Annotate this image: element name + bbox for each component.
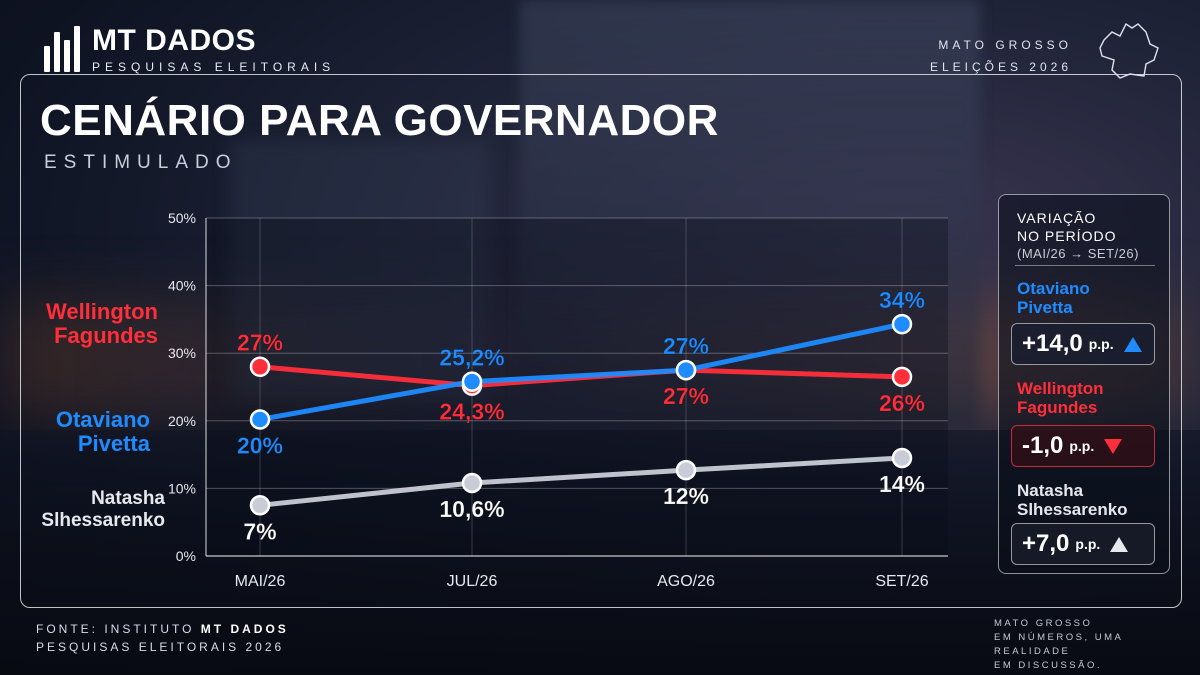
data-label: 7%: [243, 518, 276, 544]
down-arrow-icon: [1104, 438, 1123, 454]
panel-item-natasha-line1: Natasha: [1017, 481, 1084, 500]
panel-item-natasha-unit: p.p.: [1075, 536, 1101, 552]
footer-tagline-line1: MATO GROSSO: [994, 618, 1093, 629]
data-point: [249, 495, 271, 516]
brand-subtitle: PESQUISAS ELEITORAIS: [92, 60, 336, 74]
data-label: 24,3%: [439, 399, 504, 425]
mato-grosso-map-icon: [1099, 22, 1159, 79]
panel-title-line2: NO PERÍODO: [1017, 228, 1117, 244]
legend-natasha: Natasha Slhessarenko: [20, 488, 165, 532]
panel-period: (MAI/26 → SET/26): [1017, 246, 1139, 261]
panel-title-line1: VARIAÇÃO: [1017, 210, 1097, 226]
footer-source-line2: PESQUISAS ELEITORAIS 2026: [36, 640, 285, 654]
panel-item-wellington-value: -1,0: [1022, 432, 1064, 459]
data-point: [461, 371, 483, 392]
content-frame: [20, 74, 1182, 608]
footer-source: FONTE: INSTITUTO MT DADOS PESQUISAS ELEI…: [36, 620, 289, 656]
page-title: CENÁRIO PARA GOVERNADOR: [40, 96, 719, 145]
region-label: MATO GROSSO ELEIÇÕES 2026: [930, 34, 1072, 78]
brand-title: MT DADOS: [92, 24, 256, 57]
y-tick-label: 30%: [168, 345, 196, 361]
up-arrow-icon: [1110, 536, 1129, 552]
legend-wellington: Wellington Fagundes: [30, 300, 158, 348]
data-label: 10,6%: [439, 496, 504, 522]
data-label: 25,2%: [439, 345, 504, 371]
panel-item-wellington-box: -1,0 p.p.: [1011, 425, 1155, 467]
y-tick-label: 50%: [168, 210, 196, 226]
data-label: 34%: [879, 287, 925, 313]
legend-natasha-line1: Natasha: [91, 488, 165, 509]
panel-item-natasha-name: Natasha Slhessarenko: [1017, 481, 1128, 519]
data-label: 20%: [237, 432, 283, 458]
legend-natasha-line2: Slhessarenko: [41, 510, 165, 531]
panel-item-wellington-unit: p.p.: [1069, 438, 1095, 454]
up-arrow-icon: [1123, 336, 1142, 352]
page-subtitle: ESTIMULADO: [44, 152, 238, 173]
panel-header: VARIAÇÃO NO PERÍODO (MAI/26 → SET/26): [1017, 209, 1139, 263]
x-tick-label: SET/26: [875, 573, 928, 590]
legend-otaviano-line2: Pivetta: [77, 431, 150, 456]
legend-otaviano: Otaviano Pivetta: [30, 408, 150, 456]
data-point: [249, 409, 271, 430]
background-building-left: [230, 140, 490, 400]
data-label: 27%: [237, 330, 283, 356]
y-tick-label: 10%: [168, 480, 196, 496]
panel-item-wellington-name: Wellington Fagundes: [1017, 379, 1104, 417]
series-line: [257, 321, 905, 422]
y-tick-label: 40%: [168, 278, 196, 294]
x-tick-label: AGO/26: [657, 573, 715, 590]
footer-source-prefix: FONTE: INSTITUTO: [36, 622, 195, 636]
panel-item-wellington-line1: Wellington: [1017, 379, 1104, 398]
data-point: [891, 447, 913, 469]
footer-tagline-line3: EM DISCUSSÃO.: [994, 660, 1102, 671]
panel-item-natasha-box: +7,0 p.p.: [1011, 523, 1155, 565]
data-point: [675, 359, 697, 381]
panel-item-otaviano-unit: p.p.: [1088, 336, 1114, 352]
footer-tagline: MATO GROSSO EM NÚMEROS, UMA REALIDADE EM…: [994, 617, 1200, 673]
panel-item-otaviano-box: +14,0 p.p.: [1011, 323, 1155, 365]
bar-chart-icon: [44, 26, 80, 72]
region-state: MATO GROSSO: [938, 38, 1072, 52]
footer-tagline-line2: EM NÚMEROS, UMA REALIDADE: [994, 632, 1123, 657]
region-election: ELEIÇÕES 2026: [929, 60, 1072, 74]
variation-panel: VARIAÇÃO NO PERÍODO (MAI/26 → SET/26) Ot…: [998, 194, 1170, 574]
data-point: [249, 356, 271, 377]
y-tick-label: 20%: [168, 413, 196, 429]
panel-divider: [1015, 265, 1155, 266]
y-tick-label: 0%: [176, 548, 196, 564]
panel-item-natasha-value: +7,0: [1022, 530, 1070, 557]
x-tick-label: MAI/26: [235, 573, 286, 590]
brand-logo: MT DADOS PESQUISAS ELEITORAIS: [44, 26, 335, 74]
legend-otaviano-line1: Otaviano: [55, 407, 150, 432]
data-point: [891, 366, 913, 388]
panel-item-otaviano-value: +14,0: [1022, 330, 1083, 357]
plot-area: [206, 218, 948, 556]
data-point: [461, 472, 483, 494]
data-label: 27%: [663, 383, 709, 409]
panel-item-natasha-line2: Slhessarenko: [1017, 500, 1128, 519]
footer-source-name: MT DADOS: [200, 622, 289, 636]
panel-item-otaviano-name: Otaviano Pivetta: [1017, 279, 1090, 317]
panel-item-otaviano-line1: Otaviano: [1017, 279, 1090, 298]
panel-item-wellington-line2: Fagundes: [1017, 398, 1098, 417]
data-point: [675, 459, 697, 481]
legend-wellington-line2: Fagundes: [54, 323, 158, 348]
data-point: [891, 313, 913, 335]
x-tick-label: JUL/26: [447, 573, 498, 590]
series-line: [257, 455, 905, 508]
panel-item-otaviano-line2: Pivetta: [1017, 298, 1073, 317]
data-label: 27%: [663, 333, 709, 359]
data-label: 12%: [663, 483, 709, 509]
legend-wellington-line1: Wellington: [45, 299, 158, 324]
data-label: 26%: [879, 390, 925, 416]
data-label: 14%: [879, 471, 925, 497]
